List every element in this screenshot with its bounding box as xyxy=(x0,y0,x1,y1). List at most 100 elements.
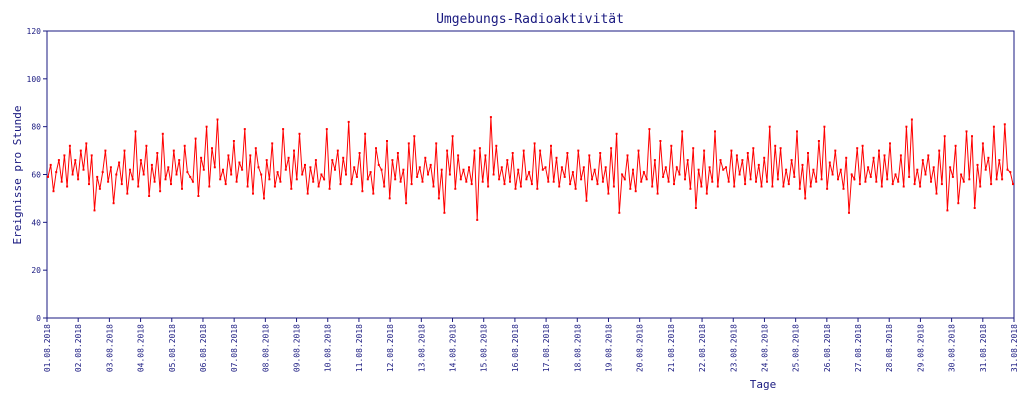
data-point xyxy=(626,154,629,157)
data-point xyxy=(399,180,402,183)
data-point xyxy=(738,173,741,176)
data-point xyxy=(984,168,987,171)
data-point xyxy=(498,178,501,181)
data-point xyxy=(593,168,596,171)
data-point xyxy=(437,197,440,200)
x-tick-label: 30.08.2018 xyxy=(948,324,957,372)
data-point xyxy=(172,149,175,152)
data-point xyxy=(175,173,178,176)
data-point xyxy=(530,183,533,186)
data-point xyxy=(506,159,509,162)
data-point xyxy=(181,187,183,190)
data-point xyxy=(528,171,531,174)
data-point xyxy=(793,175,796,178)
data-point xyxy=(410,183,413,186)
data-point xyxy=(629,187,632,190)
data-point xyxy=(678,173,681,176)
data-point xyxy=(342,156,345,159)
data-point xyxy=(213,166,216,169)
data-point xyxy=(93,209,96,212)
x-tick-label: 17.08.2018 xyxy=(542,324,551,372)
x-tick-label: 28.08.2018 xyxy=(885,324,894,372)
data-point xyxy=(101,171,104,174)
data-point xyxy=(960,173,963,176)
data-point xyxy=(550,144,552,147)
data-point xyxy=(645,178,648,181)
data-point xyxy=(347,120,350,123)
data-point xyxy=(951,175,954,178)
data-point xyxy=(716,185,719,188)
data-point xyxy=(1006,168,1009,171)
data-point xyxy=(355,175,358,178)
x-tick-label: 06.08.2018 xyxy=(199,324,208,372)
data-point xyxy=(293,149,295,152)
y-tick-label: 40 xyxy=(31,218,41,227)
data-point xyxy=(563,175,566,178)
data-point xyxy=(673,183,675,186)
data-point xyxy=(186,171,189,174)
data-point xyxy=(391,159,394,162)
data-point xyxy=(279,180,282,183)
data-point xyxy=(897,180,900,183)
x-tick-label: 22.08.2018 xyxy=(698,324,707,372)
data-point xyxy=(216,118,219,121)
data-point xyxy=(451,135,454,138)
data-point xyxy=(257,166,260,169)
data-point xyxy=(667,180,670,183)
x-axis-label: Tage xyxy=(750,378,777,391)
data-point xyxy=(405,202,408,205)
data-point xyxy=(790,159,793,162)
data-point xyxy=(899,154,902,157)
data-point xyxy=(935,192,938,195)
data-point xyxy=(566,152,569,154)
data-point xyxy=(610,147,613,150)
data-point xyxy=(962,180,965,183)
data-point xyxy=(744,183,747,186)
data-point xyxy=(301,173,304,176)
y-tick-label: 60 xyxy=(31,171,41,180)
data-point xyxy=(148,195,151,197)
data-point xyxy=(235,180,238,183)
data-point xyxy=(66,185,69,188)
data-point xyxy=(372,192,375,195)
data-point xyxy=(588,154,591,157)
data-point xyxy=(79,149,82,152)
data-point xyxy=(104,149,107,152)
data-point xyxy=(465,180,468,183)
data-point xyxy=(656,192,659,195)
data-point xyxy=(325,128,328,131)
data-point xyxy=(519,185,522,188)
data-point xyxy=(675,166,678,169)
data-point xyxy=(1009,171,1012,174)
data-point xyxy=(90,154,93,157)
data-point xyxy=(727,180,730,183)
data-point xyxy=(118,161,121,164)
data-point xyxy=(864,180,867,183)
data-point xyxy=(60,180,63,183)
data-point xyxy=(730,149,733,152)
data-point xyxy=(243,128,246,131)
data-point xyxy=(386,140,388,142)
data-point xyxy=(812,168,815,171)
data-point xyxy=(478,147,481,150)
data-point xyxy=(555,156,558,159)
data-point xyxy=(183,144,186,147)
data-point xyxy=(826,187,829,190)
data-point xyxy=(878,149,880,152)
data-point xyxy=(364,132,367,135)
data-point xyxy=(571,171,574,174)
x-tick-label: 02.08.2018 xyxy=(74,324,83,372)
data-point xyxy=(618,211,621,214)
data-point xyxy=(637,149,640,152)
data-point xyxy=(662,175,665,178)
data-point xyxy=(112,202,115,205)
data-point xyxy=(785,168,788,171)
data-point xyxy=(353,166,356,169)
data-point xyxy=(448,173,451,176)
data-point xyxy=(823,125,826,128)
data-point xyxy=(52,190,55,193)
data-point xyxy=(798,187,801,190)
data-point xyxy=(298,132,301,135)
data-point xyxy=(287,156,290,159)
data-point xyxy=(946,209,949,212)
